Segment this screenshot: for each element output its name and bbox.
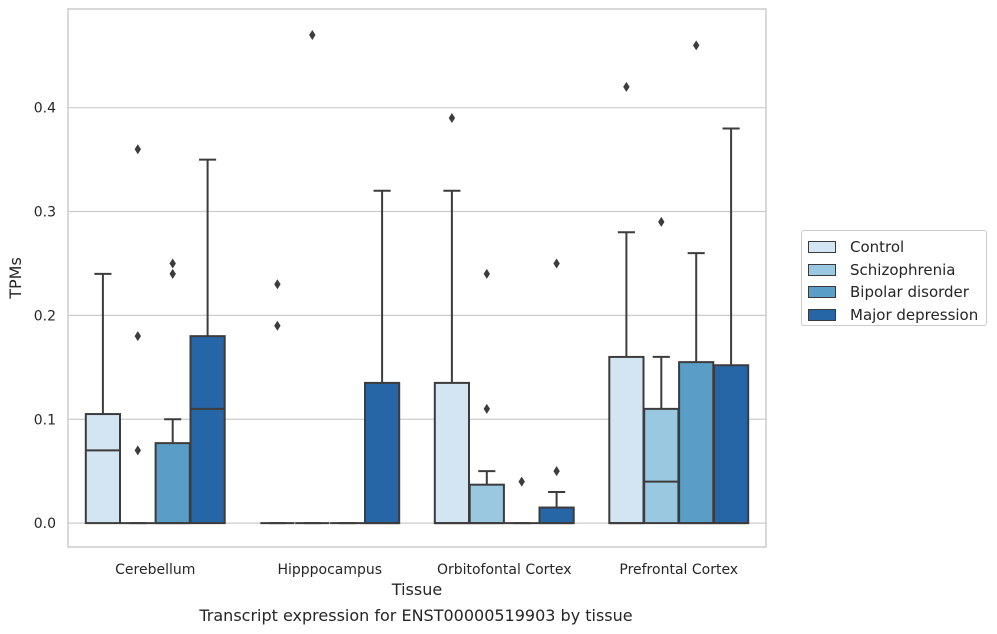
- y-tick-label: 0.2: [34, 308, 56, 324]
- legend-label-major-depression: Major depression: [850, 305, 979, 324]
- outlier-point: [309, 29, 316, 40]
- outlier-point: [274, 279, 281, 290]
- outlier-point: [553, 466, 560, 477]
- y-tick-label: 0.1: [34, 412, 56, 428]
- box-schizophrenia-prefrontal-cortex: [643, 216, 680, 525]
- box-control-orbitofontal-cortex: [433, 113, 471, 525]
- box-body: [643, 407, 680, 525]
- y-tick-label: 0.4: [34, 101, 56, 117]
- plot-frame: [67, 8, 767, 548]
- legend-item-schizophrenia: Schizophrenia: [808, 259, 986, 282]
- x-tick-label: Orbitofontal Cortex: [437, 562, 572, 578]
- outlier-point: [134, 445, 141, 456]
- box-control-hipppocampus: [260, 279, 295, 525]
- box-body: [608, 355, 645, 525]
- box-body: [538, 506, 575, 525]
- legend-swatch-major-depression: [808, 308, 836, 321]
- outlier-point: [553, 258, 560, 269]
- legend-label-control: Control: [850, 238, 905, 257]
- outlier-point: [169, 268, 176, 279]
- box-body: [84, 413, 122, 525]
- legend: Control Schizophrenia Bipolar disorder M…: [801, 230, 987, 326]
- outlier-point: [693, 40, 700, 51]
- box-schizophrenia-hipppocampus: [295, 29, 330, 525]
- y-axis-label: TPMs: [6, 257, 25, 300]
- outlier-point: [658, 216, 665, 227]
- x-tick-label: Hipppocampus: [277, 562, 382, 578]
- box-body: [468, 483, 505, 525]
- y-axis-ticks: 0.0 0.1 0.2 0.3 0.4: [34, 101, 56, 532]
- outlier-point: [623, 81, 630, 92]
- box-bipolar-disorder-cerebellum: [154, 258, 191, 525]
- box-control-prefrontal-cortex: [608, 81, 645, 525]
- box-major-depression-orbitofontal-cortex: [538, 258, 575, 525]
- box-major-depression-hipppocampus: [363, 189, 401, 525]
- chart-caption: Transcript expression for ENST0000051990…: [199, 606, 633, 625]
- x-axis-label: Tissue: [391, 580, 442, 599]
- outlier-point: [448, 113, 456, 124]
- box-major-depression-cerebellum: [189, 158, 226, 525]
- box-major-depression-prefrontal-cortex: [712, 127, 750, 525]
- x-tick-label: Prefrontal Cortex: [619, 562, 738, 578]
- box-bipolar-disorder-orbitofontal-cortex: [504, 476, 539, 525]
- x-tick-label: Cerebellum: [115, 562, 195, 578]
- box-schizophrenia-cerebellum: [120, 144, 155, 525]
- y-tick-label: 0.3: [34, 205, 56, 221]
- outlier-point: [518, 476, 525, 487]
- legend-item-bipolar-disorder: Bipolar disorder: [808, 281, 986, 304]
- outlier-point: [483, 403, 490, 414]
- box-bipolar-disorder-prefrontal-cortex: [678, 40, 715, 525]
- outlier-point: [134, 144, 141, 155]
- legend-item-major-depression: Major depression: [808, 304, 986, 327]
- legend-swatch-control: [808, 241, 836, 254]
- x-axis-ticks: Cerebellum Hipppocampus Orbitofontal Corte…: [115, 562, 738, 578]
- box-body: [189, 335, 226, 525]
- outlier-point: [483, 268, 490, 279]
- legend-label-bipolar-disorder: Bipolar disorder: [850, 283, 969, 302]
- box-body: [678, 361, 715, 525]
- y-tick-label: 0.0: [34, 516, 56, 532]
- box-body: [363, 381, 401, 525]
- box-control-cerebellum: [84, 272, 122, 525]
- legend-swatch-schizophrenia: [808, 263, 836, 276]
- box-body: [154, 442, 191, 525]
- box-body: [433, 381, 471, 525]
- legend-label-schizophrenia: Schizophrenia: [850, 260, 956, 279]
- legend-item-control: Control: [808, 236, 986, 259]
- legend-swatch-bipolar-disorder: [808, 286, 836, 299]
- box-schizophrenia-orbitofontal-cortex: [468, 268, 505, 525]
- plot-area: [84, 29, 750, 525]
- outlier-point: [274, 320, 281, 331]
- outlier-point: [169, 258, 176, 269]
- box-body: [712, 364, 750, 525]
- outlier-point: [134, 331, 141, 342]
